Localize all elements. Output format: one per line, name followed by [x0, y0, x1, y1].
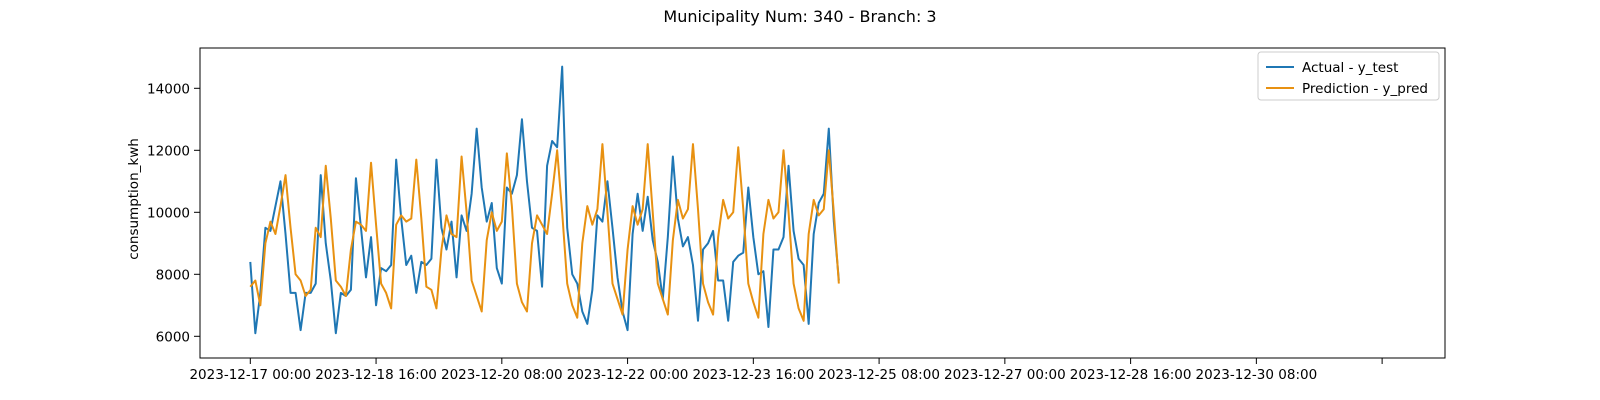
series-layer — [249, 65, 840, 335]
series-line-actual — [249, 65, 840, 335]
x-tick-label: 2023-12-22 00:00 — [567, 367, 689, 383]
x-tick-label: 2023-12-30 08:00 — [1196, 367, 1318, 383]
y-tick-label: 14000 — [147, 81, 190, 97]
x-tick-label: 2023-12-23 16:00 — [693, 367, 815, 383]
chart-title: Municipality Num: 340 - Branch: 3 — [663, 7, 936, 26]
plot-frame — [199, 47, 1446, 359]
y-tick-label: 8000 — [156, 267, 190, 283]
x-tick-label: 2023-12-20 08:00 — [441, 367, 563, 383]
legend-label-actual: Actual - y_test — [1302, 60, 1398, 76]
legend-label-prediction: Prediction - y_pred — [1302, 81, 1428, 97]
y-tick-label: 6000 — [156, 329, 190, 345]
y-tick-label: 12000 — [147, 143, 190, 159]
legend-box — [1257, 51, 1440, 101]
x-tick-label: 2023-12-28 16:00 — [1070, 367, 1192, 383]
y-axis-title: consumption_kwh — [126, 138, 142, 260]
x-tick-label: 2023-12-17 00:00 — [189, 367, 311, 383]
x-axis: 2023-12-17 00:00 2023-12-18 16:00 2023-12-… — [189, 358, 1383, 383]
x-tick-label: 2023-12-27 00:00 — [944, 367, 1066, 383]
series-line-prediction — [249, 143, 840, 322]
y-tick-label: 10000 — [147, 205, 190, 221]
y-axis: 6000 8000 10000 12000 14000 — [147, 81, 200, 345]
x-tick-label: 2023-12-18 16:00 — [315, 367, 437, 383]
x-tick-label: 2023-12-25 08:00 — [818, 367, 940, 383]
legend: Actual - y_test Prediction - y_pred — [1257, 51, 1440, 101]
